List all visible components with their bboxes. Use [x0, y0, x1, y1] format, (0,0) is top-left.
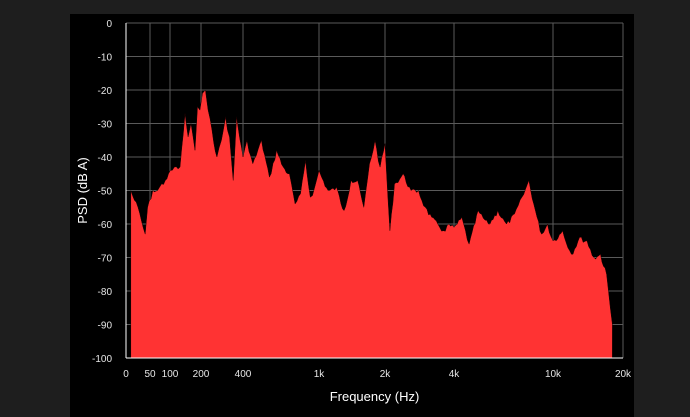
- y-tick-label: -80: [98, 287, 113, 298]
- x-axis-title: Frequency (Hz): [330, 389, 420, 404]
- x-tick-label: 2k: [380, 369, 392, 380]
- y-tick-label: -50: [98, 187, 113, 198]
- x-tick-labels: 0 50 100 200 400 1k 2k 4k 10k 20k: [123, 369, 632, 380]
- psd-area: [130, 89, 613, 359]
- x-tick-label: 0: [123, 369, 129, 380]
- y-tick-label: -70: [98, 254, 113, 265]
- y-tick-label: -60: [98, 220, 113, 231]
- y-tick-label: -100: [92, 354, 112, 365]
- y-tick-label: -40: [98, 153, 113, 164]
- x-tick-label: 10k: [545, 369, 562, 380]
- x-tick-label: 200: [193, 369, 210, 380]
- x-tick-label: 1k: [314, 369, 326, 380]
- y-axis-title: PSD (dB A): [75, 157, 90, 223]
- x-tick-label: 400: [235, 369, 252, 380]
- y-tick-labels: 0 -10 -20 -30 -40 -50 -60 -70 -80 -90 -100: [92, 19, 112, 365]
- x-tick-label: 100: [162, 369, 179, 380]
- x-tick-label: 50: [144, 369, 156, 380]
- y-tick-label: -90: [98, 321, 113, 332]
- y-tick-label: -20: [98, 86, 113, 97]
- axes: [125, 23, 623, 359]
- y-tick-label: 0: [106, 19, 112, 30]
- x-tick-label: 4k: [449, 369, 461, 380]
- x-tick-label: 20k: [615, 369, 632, 380]
- y-tick-label: -30: [98, 120, 113, 131]
- chart-panel: 0 50 100 200 400 1k 2k 4k 10k 20k 0 -10 -20 -30 -40 -5…: [70, 14, 634, 417]
- y-tick-label: -10: [98, 53, 113, 64]
- psd-chart: 0 50 100 200 400 1k 2k 4k 10k 20k 0 -10 -20 -30 -40 -5…: [75, 19, 632, 404]
